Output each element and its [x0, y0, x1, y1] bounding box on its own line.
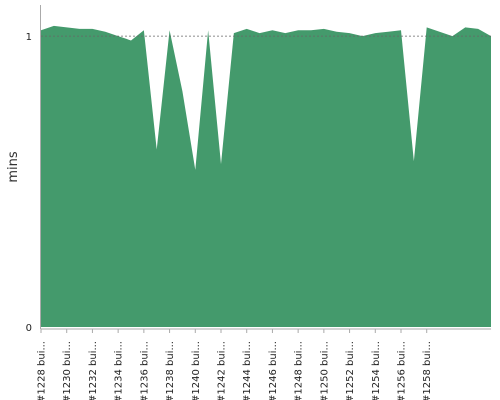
x-tick-label: #1228 bui... [37, 341, 48, 400]
x-ticks: #1228 bui... #1230 bui... #1232 bui... #123… [37, 329, 433, 400]
x-tick-label: #1258 bui... [422, 341, 433, 400]
y-tick-label: 1 [26, 32, 32, 43]
y-ticks: 01 [26, 32, 32, 334]
x-tick-label: #1250 bui... [319, 341, 330, 400]
x-tick-label: #1230 bui... [62, 341, 73, 400]
x-tick-label: #1234 bui... [114, 341, 125, 400]
area-series [41, 25, 491, 327]
x-tick-label: #1236 bui... [139, 341, 150, 400]
x-tick-label: #1240 bui... [191, 341, 202, 400]
x-tick-label: #1254 bui... [371, 341, 382, 400]
x-tick-label: #1232 bui... [88, 341, 99, 400]
x-tick-label: #1248 bui... [294, 341, 305, 400]
x-tick-label: #1256 bui... [397, 341, 408, 400]
y-tick-label: 0 [26, 323, 32, 334]
x-tick-label: #1244 bui... [242, 341, 253, 400]
x-tick-label: #1246 bui... [268, 341, 279, 400]
x-tick-label: #1238 bui... [165, 341, 176, 400]
x-tick-label: #1242 bui... [217, 341, 228, 400]
x-tick-label: #1252 bui... [345, 341, 356, 400]
y-axis-label: mins [6, 151, 21, 183]
